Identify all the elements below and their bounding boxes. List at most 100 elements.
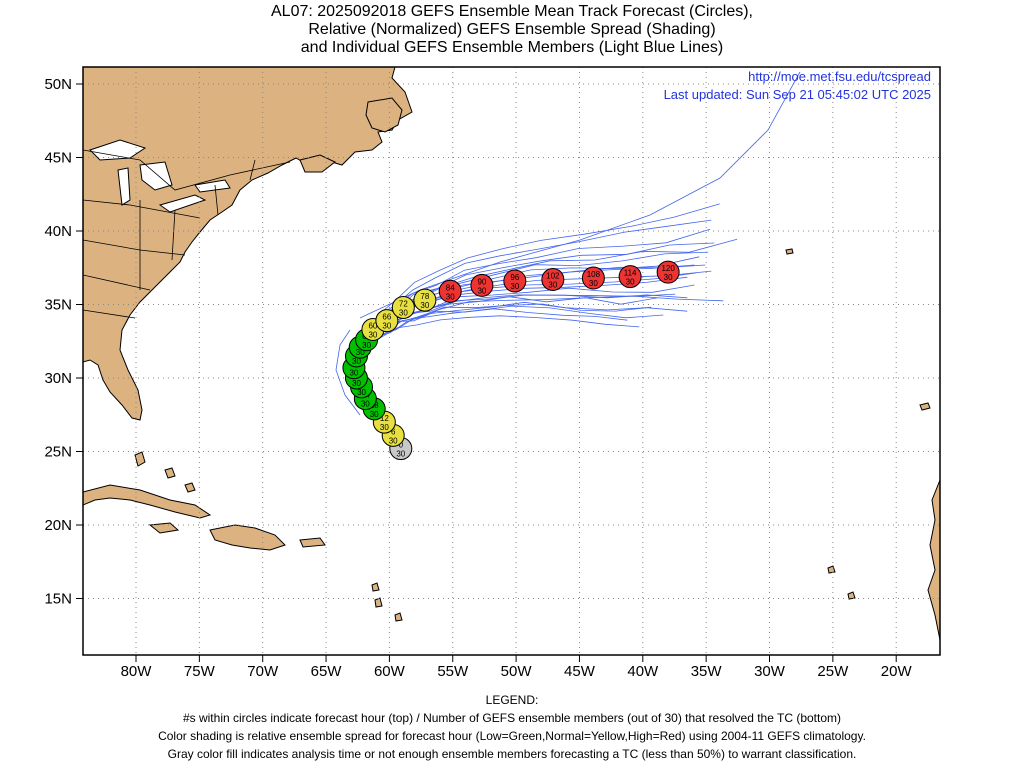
lat-label: 15N	[44, 591, 72, 608]
member-count: 30	[352, 379, 361, 388]
lake-erie	[158, 194, 207, 213]
member-count: 30	[664, 273, 673, 282]
forecast-hour: 12	[380, 414, 389, 423]
lon-label: 45W	[564, 663, 596, 680]
land-puerto-rico	[299, 537, 326, 548]
lon-label: 25W	[817, 663, 849, 680]
lon-label: 65W	[311, 663, 343, 680]
member-count: 30	[446, 292, 455, 301]
land-hispaniola	[209, 524, 286, 551]
track-circle	[438, 279, 462, 303]
member-count: 30	[368, 330, 377, 339]
lon-label: 35W	[691, 663, 723, 680]
member-count: 30	[548, 281, 557, 290]
land-bahamas-3	[184, 482, 196, 493]
political-borders	[83, 149, 291, 319]
land-bahamas-2	[164, 467, 176, 479]
lon-label: 55W	[437, 663, 469, 680]
lat-label: 30N	[44, 370, 72, 387]
track-circle	[375, 309, 399, 333]
lake-superior	[89, 139, 147, 161]
member-count: 30	[589, 279, 598, 288]
ensemble-mean-track: 0306301230183024303030363042304830543060…	[342, 260, 680, 461]
member-count: 30	[370, 410, 379, 419]
land-cuba	[83, 484, 212, 519]
forecast-hour: 120	[661, 264, 675, 273]
title-line-1: AL07: 2025092018 GEFS Ensemble Mean Trac…	[271, 3, 753, 20]
border-us-canada	[83, 149, 291, 191]
member-count: 30	[382, 322, 391, 331]
lat-lon-grid	[83, 67, 940, 655]
lon-label: 60W	[374, 663, 406, 680]
lon-label: 80W	[121, 663, 153, 680]
border-state-7	[214, 184, 219, 216]
border-state-6	[171, 209, 176, 261]
land-lesser-antilles-3	[394, 612, 403, 622]
member-count: 30	[399, 308, 408, 317]
lat-label: 20N	[44, 517, 72, 534]
land-africa	[927, 479, 940, 641]
lon-label: 50W	[501, 663, 533, 680]
forecast-hour: 6	[391, 427, 396, 436]
land-jamaica	[148, 522, 180, 534]
track-circle	[656, 260, 680, 284]
track-circle	[470, 273, 494, 297]
lat-label: 35N	[44, 297, 72, 314]
lon-label: 75W	[184, 663, 216, 680]
land-bahamas-1	[134, 451, 146, 467]
border-state-1	[83, 199, 201, 219]
lon-label: 30W	[754, 663, 786, 680]
border-state-4	[83, 309, 136, 319]
lon-label: 70W	[247, 663, 279, 680]
axis-ticks	[76, 83, 897, 662]
lake-michigan	[117, 167, 131, 206]
member-count: 30	[356, 348, 365, 357]
member-count: 30	[380, 423, 389, 432]
member-count: 30	[357, 388, 366, 397]
legend-line-3: Gray color fill indicates analysis time …	[167, 747, 857, 761]
border-state-8	[249, 159, 256, 181]
forecast-hour: 114	[624, 269, 637, 278]
title-line-3: and Individual GEFS Ensemble Members (Li…	[300, 39, 724, 56]
forecast-hour: 0	[399, 441, 404, 450]
lake-huron	[139, 161, 173, 191]
member-count: 30	[396, 450, 405, 459]
lake-ontario	[194, 179, 231, 193]
legend-line-1: #s within circles indicate forecast hour…	[182, 711, 842, 725]
source-url[interactable]: http://moe.met.fsu.edu/tcspread	[748, 69, 931, 84]
lat-label: 25N	[44, 444, 72, 461]
lat-label: 40N	[44, 223, 72, 240]
member-count: 30	[420, 301, 429, 310]
member-count: 30	[477, 286, 486, 295]
forecast-hour: 108	[587, 270, 601, 279]
member-count: 30	[510, 282, 519, 291]
map-frame	[82, 66, 941, 656]
title-line-2: Relative (Normalized) GEFS Ensemble Spre…	[308, 21, 716, 38]
member-count: 30	[389, 436, 398, 445]
longitude-labels: 80W 75W 70W 65W 60W 55W 50W 45W 40W 35W 30W 25W 20W	[121, 663, 913, 680]
legend-line-2: Color shading is relative ensemble sprea…	[158, 729, 866, 743]
forecast-hour: 72	[399, 299, 408, 308]
ensemble-member-line	[359, 71, 801, 319]
land-azores	[785, 248, 794, 255]
land-newfoundland	[365, 97, 403, 133]
member-count: 30	[626, 278, 635, 287]
forecast-hour: 96	[510, 273, 519, 282]
border-state-3	[83, 274, 151, 291]
member-count: 30	[349, 369, 358, 378]
track-circle	[581, 266, 605, 290]
track-circle	[413, 288, 437, 312]
forecast-hour: 66	[382, 313, 391, 322]
land-north-america	[83, 67, 413, 421]
forecast-hour: 84	[446, 283, 455, 292]
legend-header: LEGEND:	[485, 693, 539, 707]
track-circle	[618, 265, 642, 289]
